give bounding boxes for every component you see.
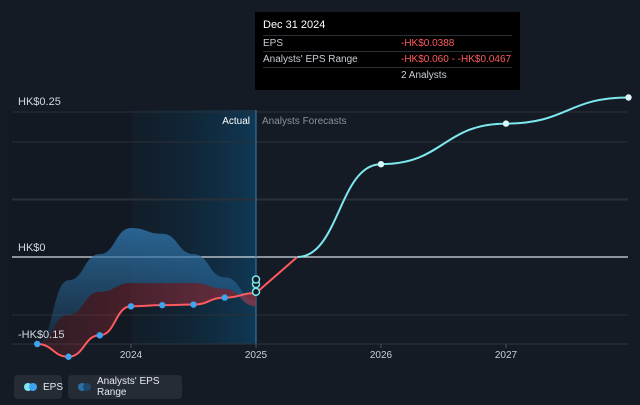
eps-point-4 bbox=[159, 301, 166, 309]
y-axis-label-2: -HK$0.15 bbox=[18, 329, 64, 341]
legend-range-dot-1 bbox=[78, 383, 86, 391]
eps-point-1 bbox=[65, 353, 72, 360]
y-axis-label-0: HK$0.25 bbox=[18, 96, 61, 108]
eps-point-5 bbox=[190, 301, 197, 308]
analysts-range-area-lower bbox=[37, 283, 256, 357]
eps-point-6 bbox=[221, 294, 228, 301]
tooltip-eps-value: -HK$0.0388 bbox=[401, 38, 455, 49]
tooltip-range-value: -HK$0.060 - -HK$0.0467 bbox=[401, 54, 512, 65]
tooltip-range-label: Analysts' EPS Range bbox=[263, 54, 358, 65]
legend-eps-dot-2 bbox=[29, 383, 37, 391]
range-endpoint-marker-1 bbox=[251, 275, 261, 284]
eps-point-2 bbox=[96, 332, 103, 339]
legend-item-range[interactable]: Analysts' EPS Range bbox=[68, 375, 182, 399]
legend-eps-dot-1 bbox=[24, 383, 32, 391]
x-tick-label-1: 2025 bbox=[245, 350, 268, 361]
x-tick-label-3: 2027 bbox=[495, 350, 518, 361]
legend-item-eps[interactable]: EPS bbox=[14, 375, 64, 399]
forecast-point-2 bbox=[625, 94, 632, 101]
tooltip-eps-label: EPS bbox=[263, 38, 284, 49]
legend-range-dot-2 bbox=[83, 383, 91, 391]
eps-point-3 bbox=[127, 303, 135, 310]
legend-eps-label: EPS bbox=[43, 381, 64, 393]
x-tick-label-2: 2026 bbox=[370, 350, 393, 361]
tooltip-panel: Dec 31 2024 EPS -HK$0.0388 Analysts' EPS… bbox=[255, 12, 520, 90]
tooltip-analysts-label bbox=[263, 69, 401, 83]
actual-period-band bbox=[131, 110, 256, 344]
forecast-region-label: Analysts Forecasts bbox=[262, 116, 346, 127]
tooltip-analysts-value: 2 Analysts bbox=[401, 70, 447, 81]
tooltip-row-analysts: 2 Analysts bbox=[263, 67, 512, 83]
tooltip-row-eps: EPS -HK$0.0388 bbox=[263, 35, 512, 51]
forecast-point-1 bbox=[502, 120, 510, 127]
x-tick-label-0: 2024 bbox=[120, 350, 143, 361]
actual-region-label: Actual bbox=[222, 116, 250, 127]
legend-eps-swatch bbox=[24, 383, 37, 391]
eps-forecast-line bbox=[297, 96, 629, 258]
analysts-range-area-upper bbox=[37, 228, 256, 344]
y-axis-label-1: HK$0 bbox=[18, 242, 46, 254]
legend-range-swatch bbox=[78, 383, 91, 391]
forecast-point-0 bbox=[377, 161, 385, 168]
tooltip-row-range: Analysts' EPS Range -HK$0.060 - -HK$0.04… bbox=[263, 51, 512, 67]
legend-range-label: Analysts' EPS Range bbox=[97, 376, 160, 398]
eps-point-0 bbox=[34, 340, 41, 348]
tooltip-title: Dec 31 2024 bbox=[263, 19, 326, 31]
range-endpoint-marker-2 bbox=[251, 287, 261, 297]
